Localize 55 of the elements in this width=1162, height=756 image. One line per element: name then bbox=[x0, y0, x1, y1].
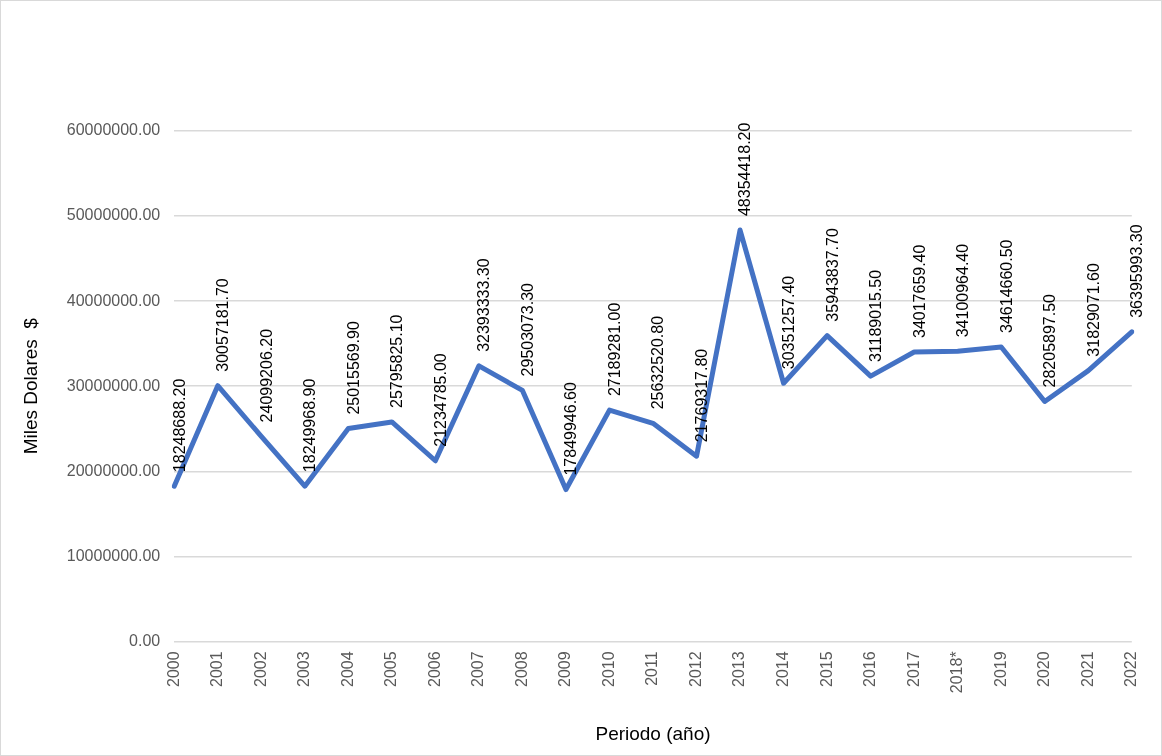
x-tick-label: 2019 bbox=[991, 651, 1009, 687]
data-label: 30057181.70 bbox=[214, 278, 232, 372]
data-label: 28205897.50 bbox=[1041, 293, 1059, 388]
data-label: 25632520.80 bbox=[649, 315, 667, 410]
x-tick-label: 2008 bbox=[512, 651, 530, 687]
data-label: 35943837.70 bbox=[823, 228, 841, 322]
data-label: 34100964.40 bbox=[954, 243, 972, 338]
x-tick-label: 2009 bbox=[556, 651, 574, 687]
x-tick-label: 2007 bbox=[469, 651, 487, 687]
x-tick-label: 2000 bbox=[164, 651, 182, 687]
y-tick-label: 50000000.00 bbox=[66, 206, 161, 224]
x-tick-label: 2020 bbox=[1035, 651, 1053, 687]
x-tick-label: 2002 bbox=[251, 651, 269, 687]
x-tick-label: 2005 bbox=[382, 651, 400, 687]
x-tick-label: 2004 bbox=[338, 651, 356, 687]
data-label: 34614660.50 bbox=[997, 239, 1015, 333]
data-label: 31829071.60 bbox=[1084, 263, 1102, 357]
x-tick-label: 2016 bbox=[861, 651, 879, 687]
data-label: 27189281.00 bbox=[605, 302, 623, 397]
y-tick-label: 10000000.00 bbox=[66, 546, 161, 564]
x-tick-label: 2018* bbox=[948, 651, 966, 694]
data-label: 32393333.30 bbox=[475, 258, 493, 352]
x-tick-label: 2006 bbox=[425, 651, 443, 687]
x-tick-label: 2014 bbox=[774, 651, 791, 687]
x-tick-label: 2015 bbox=[817, 651, 835, 687]
data-label: 29503073.30 bbox=[518, 282, 536, 377]
y-tick-label: 30000000.00 bbox=[66, 376, 161, 394]
x-tick-label: 2012 bbox=[686, 651, 704, 687]
x-tick-label: 2003 bbox=[295, 651, 313, 687]
x-tick-label: 2011 bbox=[643, 651, 661, 686]
data-label: 18249968.90 bbox=[301, 378, 319, 473]
x-tick-label: 2010 bbox=[599, 651, 617, 687]
x-tick-label: 2017 bbox=[904, 651, 922, 687]
data-label: 17849946.60 bbox=[562, 382, 580, 476]
data-label: 48354418.20 bbox=[736, 122, 754, 217]
data-label: 18248688.20 bbox=[170, 378, 188, 473]
data-label: 21234785.00 bbox=[431, 353, 449, 447]
y-tick-label: 0.00 bbox=[129, 631, 161, 649]
y-tick-label: 20000000.00 bbox=[66, 461, 161, 479]
y-axis-title: Miles Dolares $ bbox=[19, 317, 41, 455]
data-label: 21769317.80 bbox=[692, 348, 710, 443]
y-tick-label: 40000000.00 bbox=[66, 291, 161, 309]
data-label: 25015569.90 bbox=[344, 321, 362, 415]
x-tick-label: 2001 bbox=[208, 651, 226, 687]
x-axis-title: Periodo (año) bbox=[595, 722, 711, 744]
data-label: 34017659.40 bbox=[910, 244, 928, 339]
data-label: 24099206.20 bbox=[257, 328, 275, 423]
x-tick-label: 2021 bbox=[1078, 651, 1096, 687]
x-tick-label: 2013 bbox=[730, 651, 748, 687]
data-label: 30351257.40 bbox=[780, 275, 797, 370]
data-label: 36395993.30 bbox=[1128, 224, 1146, 318]
data-label: 25795825.10 bbox=[388, 314, 406, 408]
data-label: 31189015.50 bbox=[867, 269, 885, 363]
y-tick-label: 60000000.00 bbox=[66, 121, 161, 139]
x-tick-label: 2022 bbox=[1122, 651, 1140, 687]
